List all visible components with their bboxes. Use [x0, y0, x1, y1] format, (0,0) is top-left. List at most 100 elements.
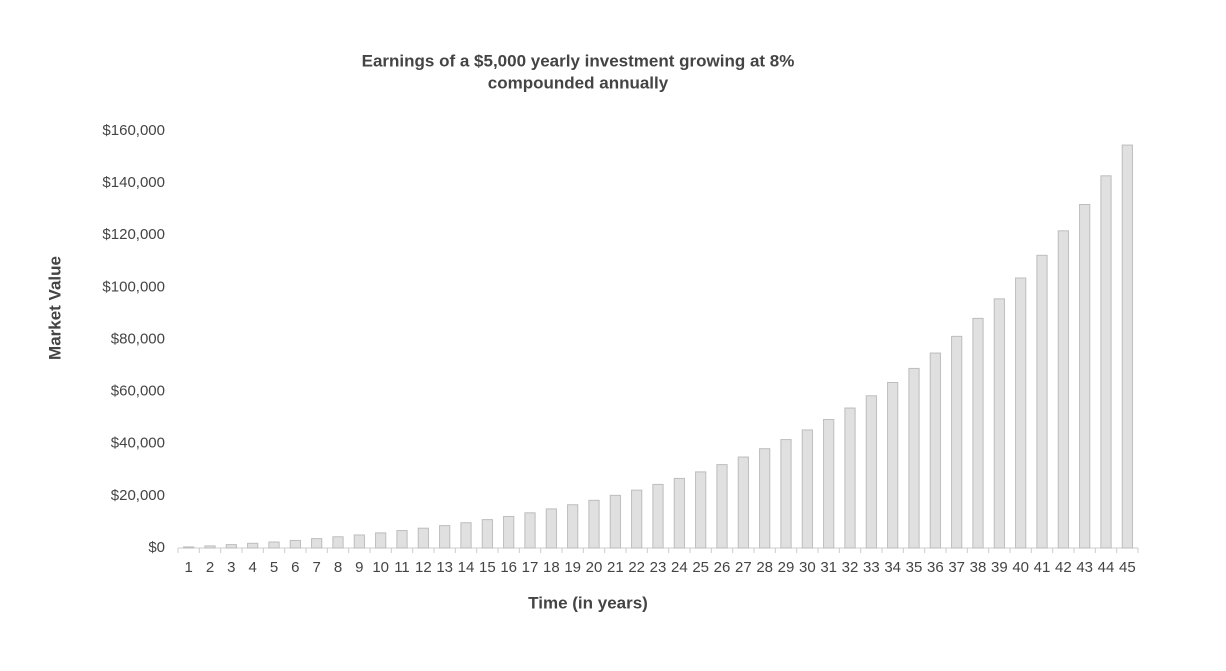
bar: [972, 317, 984, 549]
x-tick-label: 4: [248, 559, 256, 576]
y-tick-label: $100,000: [102, 278, 165, 295]
bar: [695, 471, 707, 549]
y-tick-label: $60,000: [111, 383, 165, 400]
bar: [1079, 203, 1091, 549]
x-tick-label: 8: [334, 559, 342, 576]
x-tick-label: 30: [799, 559, 816, 576]
bar: [375, 532, 387, 549]
bar: [545, 508, 557, 549]
chart-subtitle: compounded annually: [488, 73, 669, 92]
x-tick-label: 29: [778, 559, 795, 576]
x-tick-label: 32: [842, 559, 859, 576]
y-axis-label: Market Value: [45, 256, 64, 360]
bar: [631, 489, 643, 549]
x-tick-label: 23: [650, 559, 667, 576]
y-tick-label: $40,000: [111, 435, 165, 452]
x-tick-label: 28: [756, 559, 773, 576]
bar: [567, 504, 579, 549]
bar: [524, 512, 536, 549]
x-tick-label: 11: [394, 559, 410, 576]
bar: [1100, 175, 1112, 549]
bar: [481, 519, 493, 549]
y-tick-label: $0: [148, 539, 165, 556]
chart-title: Earnings of a $5,000 yearly investment g…: [362, 51, 795, 70]
bar: [311, 538, 323, 549]
bar: [737, 456, 749, 549]
x-tick-label: 10: [372, 559, 389, 576]
x-tick-label: 31: [820, 559, 837, 576]
bar: [951, 335, 963, 549]
bar: [268, 541, 280, 549]
bar: [396, 530, 408, 549]
bar: [353, 534, 365, 549]
x-tick-label: 24: [671, 559, 688, 576]
bar: [417, 527, 429, 549]
bar: [673, 477, 685, 549]
bar: [652, 483, 664, 549]
bar: [1057, 230, 1069, 549]
bar: [439, 525, 451, 549]
x-tick-label: 15: [479, 559, 496, 576]
x-tick-label: 39: [991, 559, 1008, 576]
x-tick-label: 44: [1098, 559, 1115, 576]
bar: [289, 539, 301, 549]
x-tick-label: 35: [906, 559, 923, 576]
x-tick-label: 9: [355, 559, 363, 576]
x-tick-label: 25: [692, 559, 709, 576]
bar: [460, 522, 472, 549]
x-tick-label: 7: [312, 559, 320, 576]
x-tick-label: 6: [291, 559, 299, 576]
x-tick-label: 33: [863, 559, 880, 576]
bar: [716, 464, 728, 549]
y-tick-label: $160,000: [102, 122, 165, 139]
x-tick-label: 2: [206, 559, 214, 576]
x-tick-label: 27: [735, 559, 752, 576]
bar: [588, 499, 600, 549]
x-tick-label: 16: [500, 559, 517, 576]
bar: [247, 542, 259, 549]
bar: [225, 544, 237, 549]
x-tick-label: 5: [270, 559, 278, 576]
bar: [1121, 144, 1133, 549]
x-tick-label: 21: [607, 559, 624, 576]
bar: [1036, 254, 1048, 549]
x-tick-label: 43: [1076, 559, 1093, 576]
bar: [1015, 277, 1027, 549]
x-tick-label: 3: [227, 559, 235, 576]
x-axis-label: Time (in years): [528, 593, 648, 612]
x-tick-label: 14: [458, 559, 475, 576]
x-tick-label: 40: [1012, 559, 1029, 576]
x-tick-label: 42: [1055, 559, 1072, 576]
x-tick-label: 41: [1034, 559, 1051, 576]
y-tick-label: $20,000: [111, 487, 165, 504]
x-tick-label: 26: [714, 559, 731, 576]
x-tick-label: 18: [543, 559, 560, 576]
bar: [780, 439, 792, 549]
x-tick-label: 45: [1119, 559, 1136, 576]
bar: [887, 382, 899, 549]
bar: [609, 494, 621, 549]
x-tick-label: 20: [586, 559, 603, 576]
y-tick-label: $120,000: [102, 226, 165, 243]
x-tick-label: 13: [436, 559, 453, 576]
bar: [844, 407, 856, 549]
x-tick-label: 22: [628, 559, 645, 576]
bar: [908, 367, 920, 549]
bar: [759, 448, 771, 549]
bar: [823, 419, 835, 549]
y-tick-label: $80,000: [111, 330, 165, 347]
x-tick-label: 17: [522, 559, 539, 576]
bar: [332, 536, 344, 549]
bar: [929, 352, 941, 549]
x-tick-label: 19: [564, 559, 581, 576]
bar: [503, 515, 515, 549]
x-tick-label: 34: [884, 559, 901, 576]
bar: [865, 395, 877, 549]
x-tick-label: 37: [948, 559, 965, 576]
x-tick-label: 38: [970, 559, 987, 576]
bar: [801, 429, 813, 549]
bar: [993, 298, 1005, 549]
y-tick-label: $140,000: [102, 174, 165, 191]
x-tick-label: 36: [927, 559, 944, 576]
